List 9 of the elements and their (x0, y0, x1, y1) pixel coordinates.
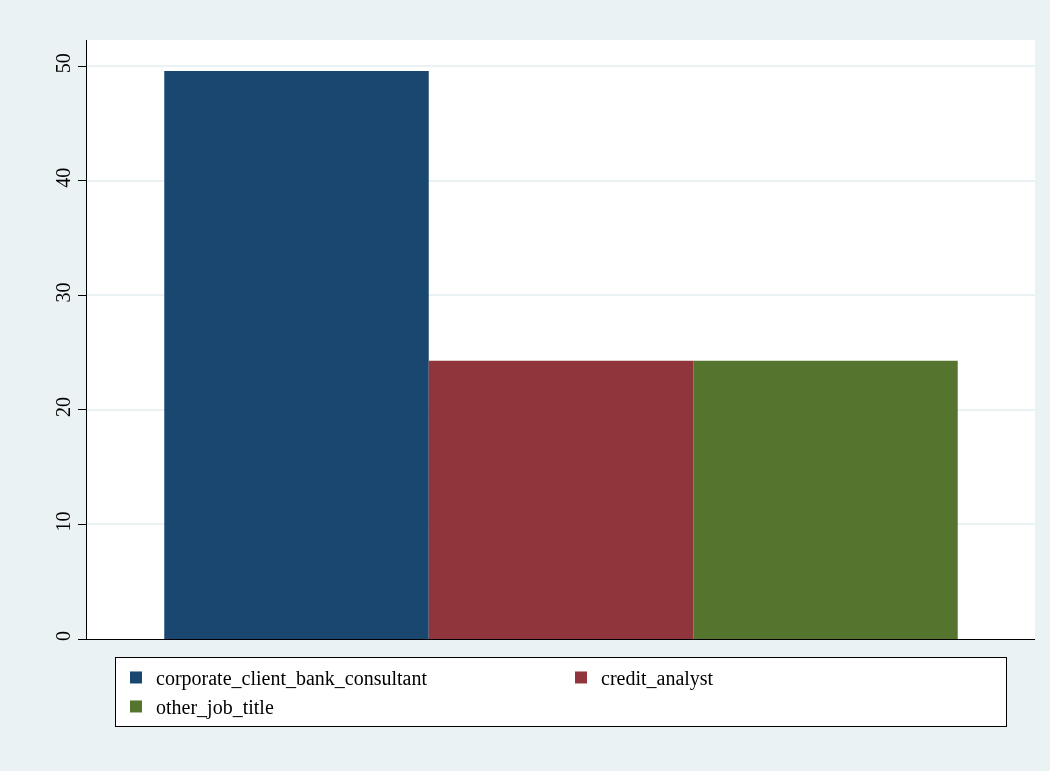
y-tick-label: 30 (52, 282, 74, 303)
y-tick-label: 50 (52, 53, 74, 74)
y-tick-label: 20 (52, 396, 74, 417)
legend-label: credit_analyst (601, 667, 714, 691)
legend-label: corporate_client_bank_consultant (156, 667, 428, 691)
y-tick-label: 40 (52, 167, 74, 188)
legend-label: other_job_title (156, 696, 274, 720)
y-tick-label: 10 (52, 511, 74, 532)
y-tick-label: 0 (52, 631, 74, 641)
